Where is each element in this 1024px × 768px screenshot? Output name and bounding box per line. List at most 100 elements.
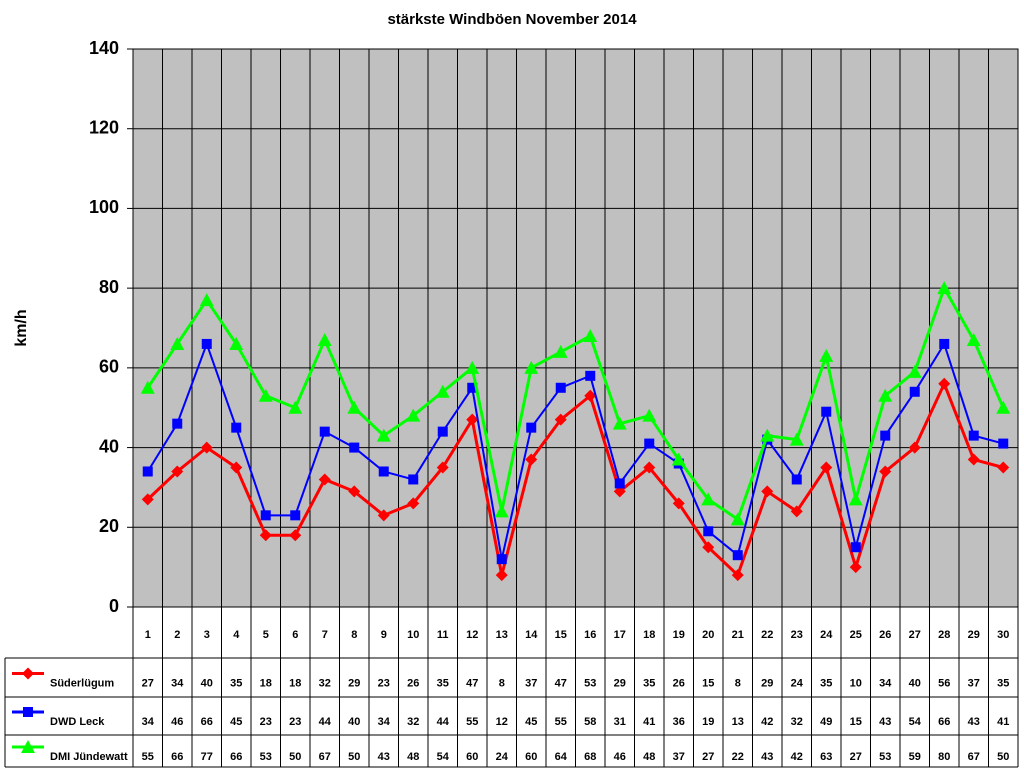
y-tick-label: 140 [89, 38, 119, 58]
data-point [317, 332, 332, 346]
table-value: 50 [348, 751, 360, 763]
data-point [643, 461, 656, 474]
x-tick-label: 13 [496, 629, 508, 641]
table-value: 47 [555, 677, 567, 689]
table-value: 47 [466, 677, 478, 689]
table-value: 43 [378, 751, 390, 763]
data-point [230, 461, 243, 474]
table-value: 43 [879, 716, 891, 728]
data-point [791, 474, 802, 485]
data-point [348, 485, 361, 498]
data-point [407, 497, 420, 510]
table-value: 15 [850, 716, 862, 728]
data-point [555, 382, 566, 393]
data-point [347, 400, 362, 414]
table-value: 40 [201, 677, 213, 689]
data-point [878, 388, 893, 402]
table-value: 31 [614, 716, 626, 728]
table-value: 15 [702, 677, 714, 689]
table-value: 32 [407, 716, 419, 728]
table-value: 24 [496, 751, 509, 763]
table-value: 8 [735, 677, 741, 689]
table-value: 32 [319, 677, 331, 689]
data-point [141, 493, 154, 506]
data-point [258, 388, 273, 402]
table-value: 56 [938, 677, 950, 689]
x-tick-label: 27 [909, 629, 921, 641]
data-point [850, 542, 861, 553]
x-tick-label: 19 [673, 629, 685, 641]
data-point [819, 348, 834, 362]
table-value: 22 [732, 751, 744, 763]
data-point [671, 452, 686, 466]
table-value: 50 [289, 751, 301, 763]
table-value: 55 [555, 716, 567, 728]
table-value: 67 [319, 751, 331, 763]
x-tick-label: 20 [702, 629, 714, 641]
data-point [732, 550, 743, 561]
data-point [260, 510, 271, 521]
data-point [642, 408, 657, 422]
x-tick-label: 4 [233, 629, 240, 641]
x-tick-label: 17 [614, 629, 626, 641]
data-point [465, 360, 480, 374]
table-value: 48 [643, 751, 655, 763]
data-point [909, 386, 920, 397]
x-tick-label: 1 [145, 629, 151, 641]
table-value: 18 [289, 677, 301, 689]
x-tick-label: 2 [174, 629, 180, 641]
data-point [170, 336, 185, 350]
x-tick-label: 14 [525, 629, 538, 641]
data-point [290, 510, 301, 521]
table-value: 41 [997, 716, 1009, 728]
y-tick-label: 20 [99, 516, 119, 536]
table-value: 66 [201, 716, 213, 728]
table-value: 18 [260, 677, 272, 689]
table-value: 77 [201, 751, 213, 763]
data-point [966, 332, 981, 346]
table-value: 27 [702, 751, 714, 763]
table-value: 44 [437, 716, 450, 728]
data-point [967, 453, 980, 466]
data-point [612, 416, 627, 430]
table-value: 45 [230, 716, 242, 728]
table-value: 66 [938, 716, 950, 728]
x-tick-label: 30 [997, 629, 1009, 641]
data-point [318, 473, 331, 486]
data-point [524, 360, 539, 374]
data-point [996, 400, 1011, 414]
x-tick-label: 12 [466, 629, 478, 641]
y-tick-label: 100 [89, 197, 119, 217]
table-value: 35 [997, 677, 1009, 689]
data-point [614, 478, 625, 489]
table-value: 26 [673, 677, 685, 689]
table-value: 45 [525, 716, 537, 728]
data-point [998, 438, 1009, 449]
table-value: 53 [584, 677, 596, 689]
table-value: 23 [378, 677, 390, 689]
data-point [789, 432, 804, 446]
data-point [939, 338, 950, 349]
table-value: 37 [525, 677, 537, 689]
data-point [408, 474, 419, 485]
data-point [761, 485, 774, 498]
x-tick-label: 23 [791, 629, 803, 641]
table-value: 67 [968, 751, 980, 763]
table-value: 34 [879, 677, 892, 689]
data-point [937, 281, 952, 295]
series-line [146, 284, 1005, 522]
data-point [466, 413, 479, 426]
table-value: 37 [673, 751, 685, 763]
x-tick-label: 6 [292, 629, 298, 641]
table-value: 35 [230, 677, 242, 689]
data-point [880, 430, 891, 441]
x-tick-label: 7 [322, 629, 328, 641]
table-value: 13 [732, 716, 744, 728]
data-point [436, 461, 449, 474]
data-point [494, 504, 509, 518]
x-tick-label: 21 [732, 629, 744, 641]
data-point [525, 453, 538, 466]
table-value: 46 [171, 716, 183, 728]
data-point [377, 509, 390, 522]
